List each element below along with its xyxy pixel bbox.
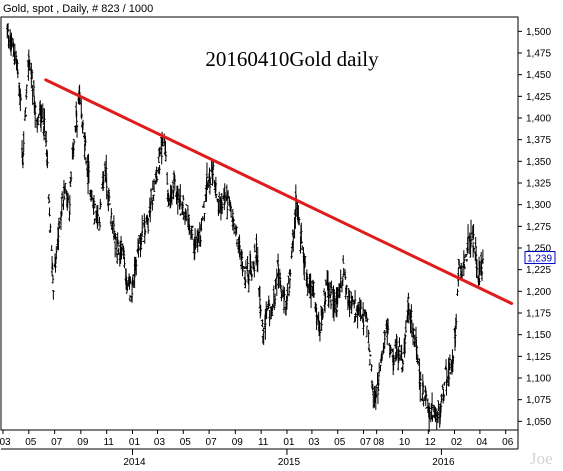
x-tick-label: 05: [25, 437, 37, 448]
last-price-marker: 1,239: [524, 251, 556, 265]
y-tick-label: 1,175: [526, 309, 551, 320]
x-tick-label: 06: [502, 437, 514, 448]
x-tick-label: 07: [51, 437, 63, 448]
y-tick-label: 1,375: [526, 135, 551, 146]
trendline: [44, 78, 514, 305]
y-tick-label: 1,150: [526, 330, 551, 341]
x-tick-label: 05: [180, 437, 192, 448]
x-tick-label: 07: [360, 437, 372, 448]
year-label: 2016: [432, 457, 455, 468]
last-price-label: 1,239: [527, 254, 552, 265]
x-tick-label: 09: [77, 437, 89, 448]
x-tick-label: 10: [399, 437, 411, 448]
y-tick-label: 1,475: [526, 49, 551, 60]
x-tick-label: 03: [154, 437, 166, 448]
year-label: 2014: [123, 457, 146, 468]
y-tick-label: 1,275: [526, 222, 551, 233]
x-tick-label: 03: [308, 437, 320, 448]
y-tick-label: 1,200: [526, 287, 551, 298]
y-tick-label: 1,075: [526, 395, 551, 406]
year-label: 2015: [278, 457, 301, 468]
y-tick-label: 1,350: [526, 157, 551, 168]
y-tick-label: 1,225: [526, 265, 551, 276]
y-tick-label: 1,050: [526, 417, 551, 428]
x-tick-label: 08: [373, 437, 385, 448]
chart-title: 20160410Gold daily: [205, 47, 379, 71]
price-bars: [6, 22, 485, 433]
y-tick-label: 1,300: [526, 200, 551, 211]
x-tick-label: 11: [258, 437, 269, 448]
plot-frame: [0, 16, 519, 431]
y-tick-label: 1,450: [526, 70, 551, 81]
y-tick-label: 1,325: [526, 179, 551, 190]
x-tick-label: 11: [103, 437, 114, 448]
x-axis: 03 05 07 09 11 01 03 05 07 09 11 01 03 05 07 08 10 12 02 04…: [0, 430, 514, 468]
x-tick-label: 05: [334, 437, 346, 448]
last-price-box: [524, 251, 556, 265]
y-tick-label: 1,500: [526, 27, 551, 38]
y-tick-label: 1,125: [526, 352, 551, 363]
chart-header: Gold, spot , Daily, # 823 / 1000: [3, 3, 153, 15]
x-tick-label: 07: [206, 437, 218, 448]
x-tick-label: 01: [283, 437, 295, 448]
x-tick-label: 09: [232, 437, 244, 448]
y-tick-label: 1,400: [526, 114, 551, 125]
x-tick-label: 03: [0, 437, 11, 448]
x-tick-label: 02: [451, 437, 463, 448]
y-axis: 1,050 1,075 1,100 1,125 1,150 1,175 1,200 1,225…: [518, 27, 551, 428]
x-tick-label: 04: [476, 437, 488, 448]
y-tick-label: 1,425: [526, 92, 551, 103]
x-tick-label: 01: [129, 437, 141, 448]
y-tick-label: 1,250: [526, 244, 551, 255]
trendline-layer: [44, 78, 514, 305]
watermark-text: Joe: [530, 449, 553, 468]
y-tick-label: 1,100: [526, 374, 551, 385]
x-tick-label: 12: [425, 437, 437, 448]
